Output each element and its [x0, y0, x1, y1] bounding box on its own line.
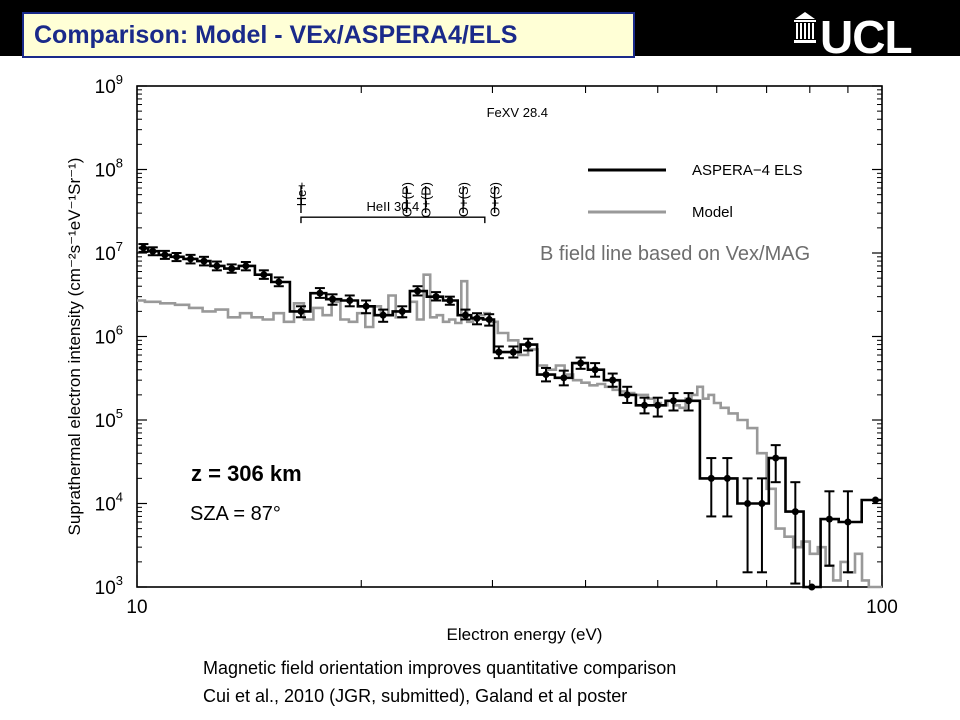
caption-line-2: Cui et al., 2010 (JGR, submitted), Galan… — [203, 686, 628, 706]
data-point-observed — [173, 253, 181, 261]
emission-line-label: O+(D) — [419, 182, 434, 218]
data-point-observed — [242, 262, 250, 270]
data-point-observed — [609, 376, 617, 384]
portico-icon — [794, 12, 816, 43]
data-point-observed — [200, 257, 208, 265]
x-tick-label: 10 — [126, 597, 147, 618]
data-point-observed — [654, 401, 662, 409]
x-tick-label: 100 — [866, 597, 898, 618]
data-point-observed — [495, 348, 503, 356]
data-point-observed — [685, 397, 693, 405]
data-point-observed — [758, 500, 766, 507]
data-point-observed — [723, 474, 731, 482]
data-point-observed — [139, 244, 147, 252]
emission-line-label: O+(P) — [399, 182, 414, 217]
data-point-observed — [297, 307, 305, 315]
y-tick-label: 108 — [95, 156, 123, 182]
series-line-observed — [138, 246, 882, 589]
data-point-observed — [509, 348, 517, 356]
altitude-label: z = 306 km — [191, 461, 302, 486]
emission-line-label: He+ — [294, 182, 309, 206]
data-point-observed — [791, 508, 799, 516]
slide-title: Comparison: Model - VEx/ASPERA4/ELS — [22, 12, 635, 58]
data-point-observed — [461, 311, 469, 319]
data-point-observed — [772, 454, 780, 462]
data-point-observed — [329, 295, 337, 303]
data-point-observed — [414, 287, 422, 295]
y-tick-label: 105 — [95, 406, 123, 432]
data-point-observed — [623, 391, 631, 399]
data-point-observed — [260, 271, 268, 279]
emission-line-label: O+(S) — [456, 182, 471, 217]
data-point-observed — [591, 366, 599, 374]
data-point-observed — [398, 307, 406, 315]
data-point-observed — [432, 293, 440, 301]
data-point-observed — [844, 518, 852, 526]
b-field-annotation: B field line based on Vex/MAG — [540, 243, 811, 265]
y-tick-label: 103 — [95, 573, 123, 599]
ucl-logo: UCL — [794, 11, 913, 56]
data-point-observed — [316, 289, 324, 297]
y-tick-label: 104 — [95, 490, 123, 516]
data-point-observed — [707, 474, 715, 482]
data-point-observed — [744, 500, 752, 507]
data-point-observed — [213, 262, 221, 270]
data-point-observed — [228, 265, 236, 273]
x-axis-label: Electron energy (eV) — [447, 625, 603, 644]
data-point-observed — [670, 397, 678, 405]
data-point-observed — [379, 311, 387, 319]
data-point-observed — [187, 255, 195, 263]
data-point-observed — [542, 371, 550, 379]
y-tick-label: 106 — [95, 323, 123, 349]
emission-line-label: O+(S) — [488, 182, 503, 217]
data-point-observed — [560, 374, 568, 382]
series-line-model — [137, 273, 882, 589]
caption-line-1: Magnetic field orientation improves quan… — [203, 658, 677, 678]
y-tick-label: 109 — [95, 72, 123, 98]
data-point-observed — [446, 296, 454, 304]
data-point-observed — [808, 583, 816, 591]
data-point-observed — [485, 315, 493, 323]
data-point-observed — [524, 341, 532, 349]
data-point-observed — [825, 515, 833, 523]
legend-label-observed: ASPERA−4 ELS — [692, 162, 802, 179]
data-point-observed — [473, 314, 481, 322]
sza-annotation: SZA = 87° — [190, 503, 281, 525]
data-point-observed — [346, 296, 354, 304]
data-point-observed — [161, 251, 169, 259]
legend-label-model: Model — [692, 204, 733, 221]
logo-text: UCL — [820, 11, 912, 56]
data-point-observed — [577, 359, 585, 367]
data-point-observed — [149, 247, 157, 255]
emission-line-sublabel: FeXV 28.4 — [487, 105, 548, 120]
data-point-observed — [362, 302, 370, 310]
data-point-observed — [275, 278, 283, 286]
y-tick-label: 107 — [95, 239, 123, 265]
data-point-observed — [871, 496, 879, 504]
emission-group-bracket — [300, 216, 486, 224]
y-axis-label: Suprathermal electron intensity (cm⁻²s⁻¹… — [65, 158, 84, 536]
data-point-observed — [641, 401, 649, 409]
